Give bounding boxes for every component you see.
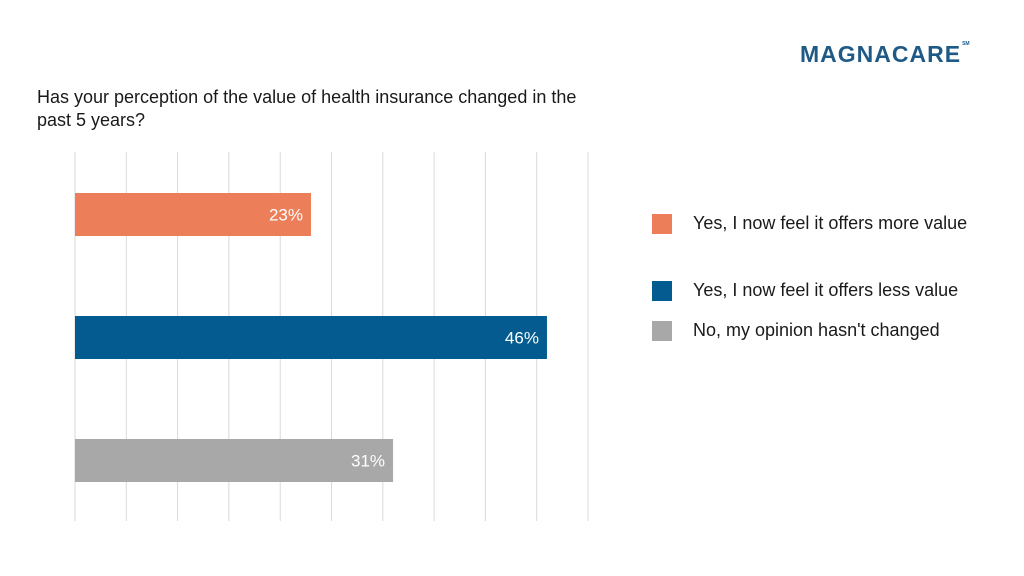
logo-service-mark: SM [962,41,970,47]
legend-item-more-value: Yes, I now feel it offers more value [652,212,993,235]
magnacare-logo: MAGNACARESM [800,41,970,68]
bars [75,193,547,482]
bar [75,439,394,482]
bar-labels: 23% 46% 31% [269,206,539,471]
bar-data-label: 46% [505,329,539,348]
bar-data-label: 23% [269,206,303,225]
bar [75,316,547,359]
legend-item-unchanged: No, my opinion hasn't changed [652,319,993,342]
legend-swatch [652,321,672,341]
legend-label: Yes, I now feel it offers more value [693,213,968,233]
legend-label: No, my opinion hasn't changed [693,320,940,340]
chart-title: Has your perception of the value of heal… [37,87,577,130]
legend-swatch [652,214,672,234]
bar-data-label: 31% [351,452,385,471]
bar [75,193,311,236]
legend-swatch [652,281,672,301]
legend-label: Yes, I now feel it offers less value [693,280,959,300]
logo-text: MAGNACARE [800,41,962,67]
legend-item-less-value: Yes, I now feel it offers less value [652,279,993,302]
